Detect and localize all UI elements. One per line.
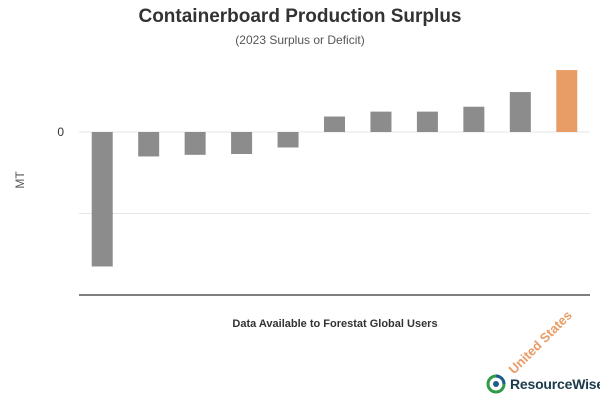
resourcewise-logo: ResourceWise — [486, 374, 600, 394]
bar — [277, 132, 299, 148]
bar — [416, 111, 438, 132]
resourcewise-logo-icon — [486, 374, 506, 394]
logo-text: ResourceWise — [510, 376, 600, 392]
chart-title: Containerboard Production Surplus — [138, 6, 462, 27]
bar — [370, 111, 392, 132]
y-axis-label: MT — [13, 171, 27, 189]
bar-highlight — [556, 70, 578, 132]
bar — [91, 132, 113, 267]
bar — [138, 132, 160, 157]
bar — [184, 132, 206, 155]
footer-note: Data Available to Forestat Global Users — [232, 318, 438, 330]
bar — [324, 116, 345, 132]
y-tick-label: 0 — [57, 125, 64, 139]
chart-subtitle: (2023 Surplus or Deficit) — [235, 33, 365, 47]
bar — [231, 132, 253, 155]
bar — [463, 106, 485, 132]
bar — [509, 92, 531, 132]
